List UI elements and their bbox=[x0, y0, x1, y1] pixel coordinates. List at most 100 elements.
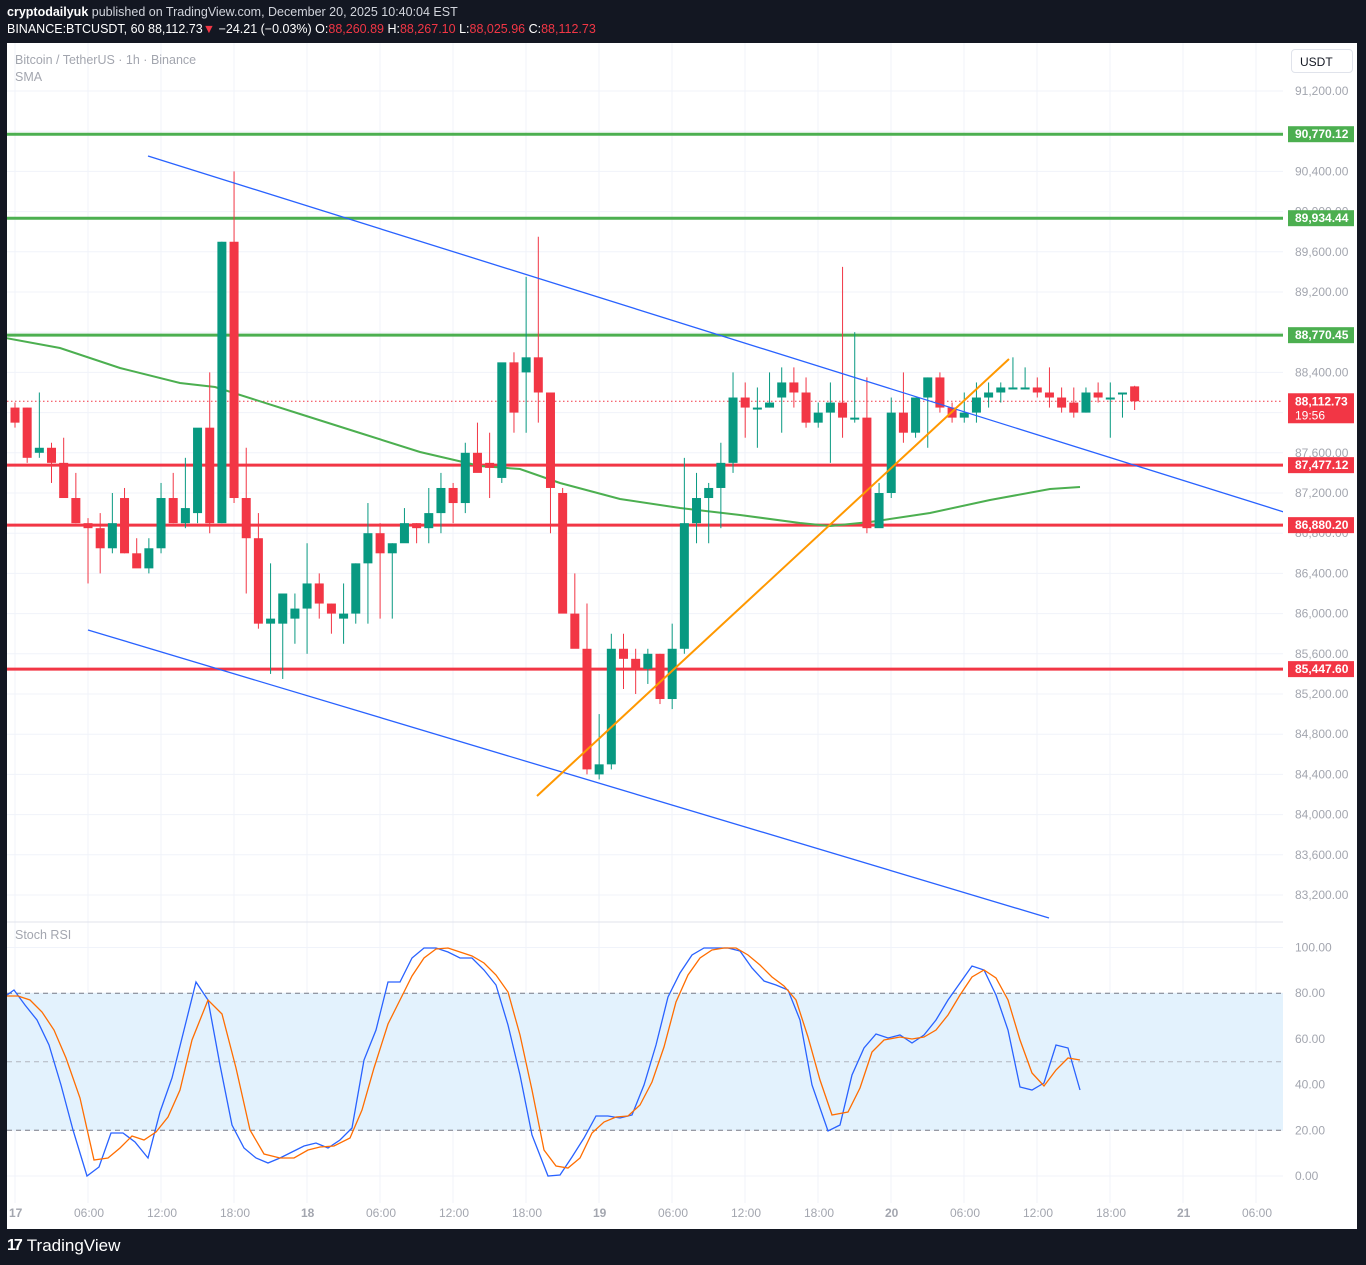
candle-body bbox=[545, 392, 555, 488]
candle-body bbox=[1044, 392, 1054, 398]
tradingview-brand: TradingView bbox=[26, 1236, 121, 1255]
candle-body bbox=[351, 563, 361, 614]
time-tick-label: 12:00 bbox=[147, 1206, 177, 1220]
candle-body bbox=[935, 377, 945, 408]
price-level-badge bbox=[1288, 126, 1354, 143]
candle-body bbox=[838, 402, 848, 418]
price-level-badge bbox=[1288, 210, 1354, 227]
candle-body bbox=[497, 362, 507, 478]
candle-body bbox=[1117, 392, 1127, 395]
price-level-badge bbox=[1288, 661, 1354, 678]
candle-body bbox=[740, 397, 750, 408]
candle-body bbox=[71, 498, 81, 524]
candle-body bbox=[460, 452, 470, 504]
time-tick-label: 21 bbox=[1177, 1206, 1191, 1220]
channel_upper-trendline bbox=[147, 155, 1288, 514]
candle-body bbox=[156, 498, 166, 549]
chart-area[interactable]: 91,200.0090,800.0090,400.0090,000.0089,6… bbox=[7, 43, 1357, 1229]
candle-body bbox=[22, 407, 32, 458]
time-tick-label: 06:00 bbox=[366, 1206, 396, 1220]
sma-line bbox=[7, 337, 1081, 528]
candle-body bbox=[144, 548, 154, 569]
high-value: 88,267.10 bbox=[399, 22, 456, 36]
last-price-label: 88,112.73 bbox=[1295, 394, 1348, 408]
open-label: O: bbox=[315, 22, 329, 36]
candle-body bbox=[132, 553, 142, 569]
candle-body bbox=[387, 543, 397, 554]
candle-body bbox=[412, 523, 422, 529]
candle-body bbox=[314, 583, 324, 604]
candle-body bbox=[1032, 387, 1042, 393]
channel_lower-trendline bbox=[87, 629, 1050, 919]
stoch-rsi-label[interactable]: Stoch RSI bbox=[15, 928, 72, 942]
candle-body bbox=[1020, 387, 1030, 390]
candle-body bbox=[107, 523, 117, 549]
candle-body bbox=[679, 523, 689, 649]
candle-body bbox=[241, 498, 251, 539]
ohlc-line: BINANCE:BTCUSDT, 60 88,112.73▼ −24.21 (−… bbox=[7, 21, 596, 38]
price-tick-label: 89,600.00 bbox=[1295, 245, 1349, 259]
time-tick-label: 19 bbox=[593, 1206, 607, 1220]
price-tick-label: 83,600.00 bbox=[1295, 848, 1349, 862]
candle-body bbox=[570, 613, 580, 649]
stoch-d-line bbox=[7, 947, 1081, 1169]
price-chart-canvas[interactable]: 91,200.0090,800.0090,400.0090,000.0089,6… bbox=[7, 43, 1357, 1229]
candle-body bbox=[472, 452, 482, 473]
candle-body bbox=[801, 392, 811, 423]
time-tick-label: 06:00 bbox=[1242, 1206, 1272, 1220]
candle-body bbox=[59, 462, 69, 499]
candle-body bbox=[424, 513, 434, 529]
candle-body bbox=[509, 362, 519, 413]
stoch-tick-label: 100.00 bbox=[1295, 941, 1332, 955]
stoch-tick-label: 80.00 bbox=[1295, 986, 1325, 1000]
symbol-title[interactable]: Bitcoin / TetherUS · 1h · Binance bbox=[15, 53, 197, 67]
candle-body bbox=[1105, 397, 1115, 400]
candle-body bbox=[558, 493, 568, 614]
candle-body bbox=[1130, 386, 1140, 402]
candle-body bbox=[278, 593, 288, 624]
close-label: C: bbox=[528, 22, 542, 36]
time-tick-label: 18 bbox=[301, 1206, 315, 1220]
uptrend-trendline bbox=[536, 358, 1010, 797]
candle-body bbox=[655, 653, 665, 700]
candle-body bbox=[643, 653, 653, 669]
candle-body bbox=[1069, 402, 1079, 413]
candle-body bbox=[34, 447, 44, 453]
price-level-label: 86,880.20 bbox=[1295, 518, 1349, 532]
low-value: 88,025.96 bbox=[469, 22, 526, 36]
candle-body bbox=[704, 487, 714, 499]
symbol-label: BINANCE:BTCUSDT, 60 bbox=[7, 22, 145, 36]
sma-indicator-label[interactable]: SMA bbox=[15, 70, 43, 84]
price-tick-label: 90,400.00 bbox=[1295, 164, 1349, 178]
candle-body bbox=[923, 377, 933, 398]
candle-body bbox=[874, 493, 884, 529]
candle-body bbox=[193, 427, 203, 514]
stoch-tick-label: 0.00 bbox=[1295, 1169, 1319, 1183]
price-tick-label: 84,400.00 bbox=[1295, 767, 1349, 781]
candle-body bbox=[667, 648, 677, 700]
candle-body bbox=[533, 357, 543, 393]
price-tick-label: 87,200.00 bbox=[1295, 486, 1349, 500]
price-tick-label: 88,400.00 bbox=[1295, 365, 1349, 379]
time-axis bbox=[7, 1203, 1357, 1229]
candle-body bbox=[728, 397, 738, 463]
candle-body bbox=[813, 412, 823, 423]
author-name[interactable]: cryptodailyuk bbox=[7, 5, 89, 19]
candle-body bbox=[996, 387, 1006, 393]
currency-unit-button[interactable]: USDT bbox=[1291, 49, 1353, 73]
high-label: H: bbox=[387, 22, 400, 36]
price-axis bbox=[1283, 43, 1357, 1229]
stoch-tick-label: 60.00 bbox=[1295, 1032, 1325, 1046]
candle-body bbox=[850, 417, 860, 420]
time-tick-label: 17 bbox=[9, 1206, 23, 1220]
right-border bbox=[1357, 43, 1366, 1229]
candle-body bbox=[83, 523, 93, 529]
candle-body bbox=[1093, 392, 1103, 398]
candle-body bbox=[971, 397, 981, 413]
candle-body bbox=[339, 613, 349, 619]
time-tick-label: 06:00 bbox=[658, 1206, 688, 1220]
candle-body bbox=[886, 412, 896, 493]
low-label: L: bbox=[459, 22, 470, 36]
published-text: published on TradingView.com, December 2… bbox=[91, 5, 458, 19]
candle-body bbox=[205, 427, 215, 524]
